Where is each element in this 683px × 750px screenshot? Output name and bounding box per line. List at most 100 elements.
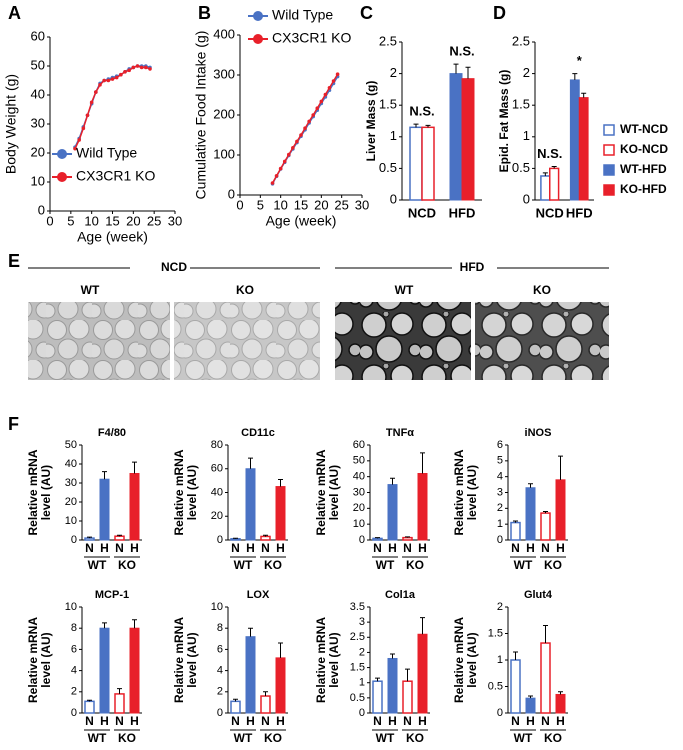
y-tick-label: 2 — [390, 65, 397, 80]
bar — [510, 659, 521, 714]
data-point — [287, 152, 291, 157]
legend-label: WT-HFD — [620, 162, 667, 176]
y-tick-label: 0.5 — [512, 160, 530, 175]
bar — [417, 633, 428, 714]
y-tick-label: 40 — [211, 486, 223, 498]
x-tick-label: 20 — [126, 213, 140, 228]
y-axis-label: Relative mRNA — [172, 449, 186, 535]
chart-title: Glut4 — [524, 589, 553, 601]
error-bar — [87, 699, 92, 702]
bar — [114, 535, 125, 541]
data-point — [139, 65, 144, 70]
bar — [275, 657, 286, 714]
y-tick-label: 3 — [359, 616, 365, 628]
column-label: KO — [533, 283, 551, 297]
y-tick-label: 8 — [217, 622, 223, 634]
x-tick-label: H — [556, 714, 565, 728]
legend-swatch — [603, 124, 615, 136]
error-bar — [248, 627, 253, 637]
y-tick-label: 1.5 — [350, 661, 365, 673]
data-point — [335, 72, 340, 76]
y-tick-label: 100 — [213, 146, 235, 161]
error-bar — [405, 668, 410, 682]
annotation: * — [577, 53, 583, 68]
panel-letter: F — [8, 414, 19, 434]
bar — [129, 627, 140, 714]
column-label: WT — [81, 283, 100, 297]
y-tick-label: 0 — [217, 534, 223, 546]
data-point — [102, 78, 106, 83]
y-tick-label: 40 — [353, 471, 365, 483]
x-tick-label: N — [373, 541, 382, 555]
y-axis-label: Relative mRNA — [172, 617, 186, 703]
histology-images — [28, 267, 609, 380]
panel-letter: A — [8, 3, 21, 23]
y-tick-label: 1 — [523, 128, 530, 143]
chart-title: iNOS — [525, 427, 552, 439]
x-tick-label: H — [526, 541, 535, 555]
bar — [510, 521, 521, 541]
data-point — [299, 133, 303, 137]
column-label: KO — [236, 283, 254, 297]
x-tick-label: N — [231, 541, 240, 555]
y-tick-label: 0 — [38, 202, 45, 217]
annotation: N.S. — [449, 44, 474, 59]
bar — [260, 695, 271, 714]
group-label: WT — [234, 731, 253, 745]
y-tick-label: 2 — [359, 646, 365, 658]
y-axis-label: level (AU) — [327, 465, 341, 520]
error-bar — [102, 622, 107, 629]
error-bar — [405, 536, 410, 538]
legend-label: KO-NCD — [620, 142, 668, 156]
x-tick-label: N — [541, 714, 550, 728]
x-tick-label: H — [276, 541, 285, 555]
data-point — [311, 113, 316, 117]
error-bar — [558, 455, 563, 480]
data-point — [135, 64, 140, 68]
y-tick-label: 10 — [31, 173, 45, 188]
legend-marker — [57, 149, 67, 159]
y-tick-label: 30 — [65, 477, 77, 489]
x-tick-label: N — [85, 714, 94, 728]
y-tick-label: 4 — [217, 665, 223, 677]
error-bar — [233, 698, 238, 702]
group-label: WT — [234, 558, 253, 572]
data-point — [295, 139, 299, 144]
x-tick-label: HFD — [566, 205, 593, 220]
group-label: WT — [88, 558, 107, 572]
data-point — [319, 99, 324, 104]
legend-marker — [253, 34, 263, 44]
y-axis-label: level (AU) — [39, 465, 53, 520]
y-tick-label: 0.5 — [350, 692, 365, 704]
x-tick-label: NCD — [536, 205, 564, 220]
x-tick-label: N — [85, 541, 94, 555]
panel-letter: E — [8, 251, 20, 271]
error-bar — [420, 617, 425, 635]
data-point — [119, 72, 123, 77]
y-tick-label: 300 — [213, 66, 235, 81]
group-label: KO — [264, 558, 282, 572]
y-axis-label: Relative mRNA — [26, 617, 40, 703]
group-label: WT — [376, 731, 395, 745]
y-tick-label: 2 — [71, 686, 77, 698]
y-tick-label: 60 — [353, 439, 365, 451]
data-point — [114, 75, 119, 80]
y-tick-label: 1 — [390, 128, 397, 143]
x-tick-label: N — [403, 714, 412, 728]
chart-title: LOX — [247, 589, 270, 601]
bar — [99, 627, 110, 714]
legend-label: Wild Type — [272, 7, 333, 23]
error-bar — [543, 511, 548, 514]
x-tick-label: H — [276, 714, 285, 728]
error-bar — [572, 73, 578, 80]
data-point — [274, 174, 279, 178]
data-point — [81, 126, 86, 131]
x-tick-label: N — [261, 714, 270, 728]
x-tick-label: NCD — [408, 205, 436, 220]
panel-letter: D — [493, 3, 506, 23]
y-tick-label: 0 — [359, 534, 365, 546]
y-tick-label: 50 — [353, 455, 365, 467]
data-point — [85, 113, 90, 118]
y-tick-label: 2.5 — [350, 631, 365, 643]
